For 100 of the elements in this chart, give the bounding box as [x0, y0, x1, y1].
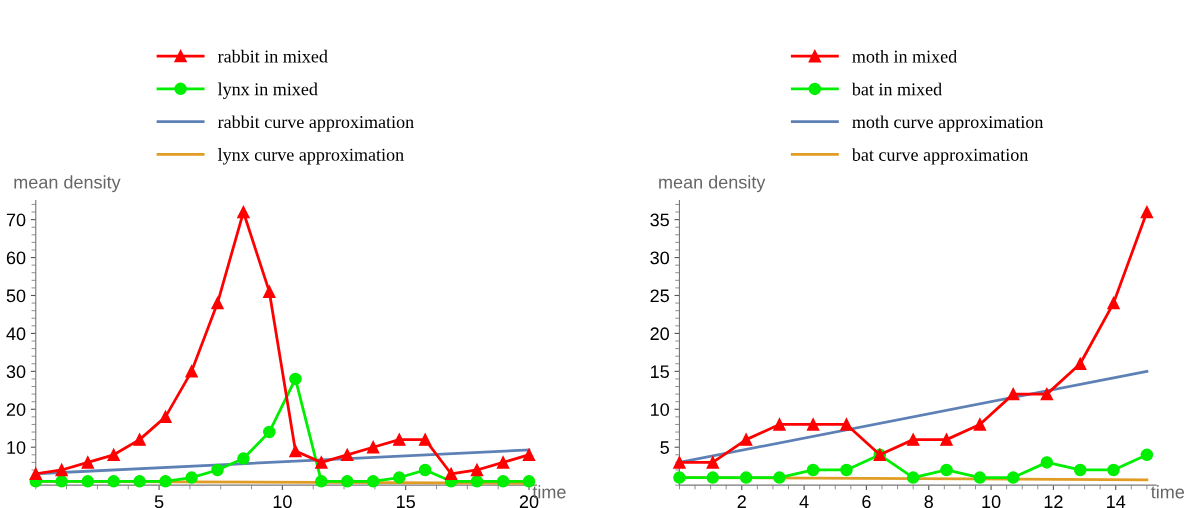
point [1107, 296, 1120, 310]
legend-label: moth in mixed [852, 49, 957, 63]
x-tick-label: 10 [273, 495, 292, 508]
point [806, 418, 820, 431]
point [237, 205, 250, 219]
point [940, 433, 953, 446]
point [55, 475, 68, 488]
point [940, 463, 953, 477]
point [1140, 448, 1154, 462]
point [29, 467, 43, 481]
x-tick-label: 8 [924, 495, 933, 508]
y-tick-label: 10 [7, 441, 26, 454]
legend-label: lynx in mixed [217, 82, 318, 100]
point [522, 448, 536, 462]
point [315, 456, 328, 469]
legend-label: moth curve approximation [852, 115, 1044, 132]
point [806, 463, 820, 477]
point [1040, 387, 1054, 401]
point [773, 418, 786, 431]
point [496, 456, 510, 469]
point [1006, 471, 1020, 484]
point [81, 475, 95, 488]
point [185, 471, 198, 484]
point [1107, 463, 1120, 477]
point [1073, 357, 1087, 371]
point [496, 475, 510, 488]
point [739, 433, 753, 446]
point [211, 296, 224, 310]
point [840, 418, 853, 431]
y-tick-label: 30 [650, 251, 670, 265]
x-tick-label: 12 [1044, 495, 1063, 508]
legend-label: bat in mixed [851, 82, 942, 96]
y-tick-label: 50 [6, 289, 26, 303]
point [366, 475, 380, 488]
point [393, 433, 406, 446]
point [263, 285, 276, 298]
point [973, 418, 987, 431]
point [470, 463, 484, 477]
point [107, 475, 120, 488]
point [211, 463, 224, 477]
point [289, 444, 302, 458]
point [133, 475, 146, 488]
point [315, 475, 328, 488]
point [81, 456, 95, 469]
point [393, 471, 406, 484]
y-tick-label: 5 [660, 441, 669, 454]
point [906, 471, 920, 484]
y-axis-title: mean density [659, 175, 766, 193]
y-tick-label: 25 [650, 289, 669, 303]
y-tick-label: 35 [650, 213, 669, 227]
y-tick-label: 10 [651, 403, 670, 416]
point [444, 467, 458, 481]
y-tick-label: 30 [6, 365, 26, 379]
point [673, 471, 686, 484]
point [107, 448, 120, 462]
y-tick-label: 20 [6, 403, 26, 416]
point [340, 448, 354, 462]
point [1040, 456, 1054, 469]
point [470, 475, 484, 488]
legend-label: lynx curve approximation [217, 148, 404, 165]
point [55, 463, 68, 477]
point [706, 456, 720, 469]
point [1073, 463, 1087, 477]
y-tick-label: 60 [6, 251, 26, 265]
x-tick-label: 14 [1107, 495, 1126, 508]
legend-label: rabbit in mixed [217, 49, 328, 63]
point [340, 475, 354, 488]
point [185, 365, 198, 378]
point [773, 471, 786, 484]
point [1006, 387, 1020, 401]
point [159, 475, 172, 488]
y-tick-label: 40 [6, 327, 26, 341]
x-axis-title: time [1151, 485, 1185, 499]
point [366, 440, 380, 454]
point [973, 471, 987, 484]
legend-label: rabbit curve approximation [217, 115, 414, 132]
x-tick-label: 10 [982, 495, 1001, 508]
point [237, 452, 250, 465]
x-tick-label: 6 [862, 495, 871, 508]
x-tick-label: 2 [737, 495, 746, 508]
point [739, 471, 753, 484]
point [1140, 205, 1154, 219]
point [906, 433, 920, 446]
x-tick-label: 5 [154, 495, 164, 508]
legend-label: bat curve approximation [851, 148, 1029, 165]
point [840, 463, 853, 477]
y-tick-label: 70 [6, 213, 26, 227]
point [289, 372, 302, 386]
point [418, 433, 432, 446]
point [159, 410, 172, 424]
point [133, 433, 146, 446]
y-tick-label: 20 [650, 327, 670, 341]
y-axis-title: mean density [14, 175, 121, 193]
point [263, 425, 276, 439]
y-tick-label: 15 [651, 365, 669, 379]
point [418, 463, 432, 477]
x-tick-label: 4 [799, 495, 809, 508]
x-tick-label: 15 [397, 495, 415, 508]
point [706, 471, 720, 484]
point [673, 456, 686, 469]
